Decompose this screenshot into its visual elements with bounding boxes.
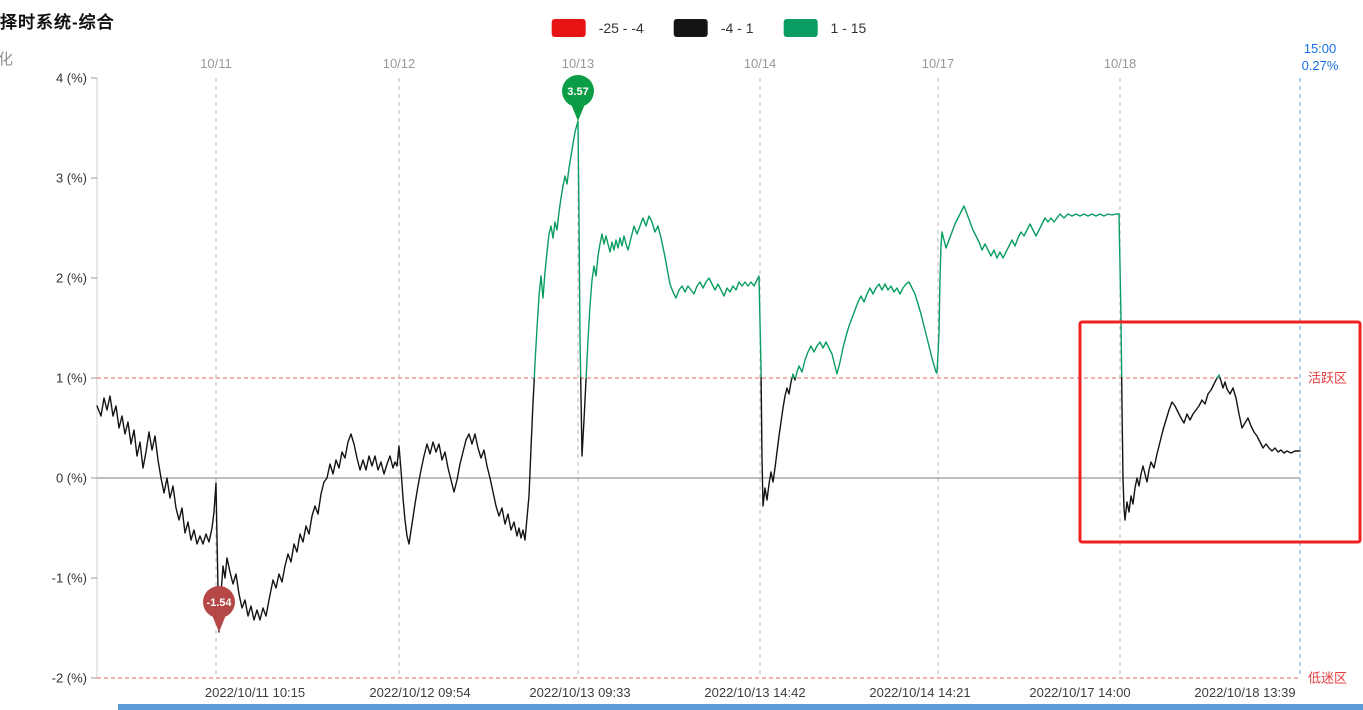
top-axis-label: 10/12 (383, 56, 416, 71)
series-line-segment (1121, 377, 1218, 521)
page-title: 择时系统-综合 (0, 13, 115, 32)
series-line-segment (96, 377, 535, 633)
bottom-axis-label: 2022/10/17 14:00 (1029, 685, 1130, 700)
zone-label: 活跃区 (1308, 371, 1347, 386)
bottom-axis-label: 2022/10/13 14:42 (704, 685, 805, 700)
y-axis-label: -2 (%) (52, 671, 87, 686)
top-axis-label: 10/18 (1104, 56, 1137, 71)
legend-label: -4 - 1 (720, 20, 754, 36)
latest-change: 0.27% (1301, 58, 1339, 73)
y-axis-label: 3 (%) (56, 171, 87, 186)
series-line-segment (533, 120, 582, 379)
max-marker-label: 3.57 (567, 86, 588, 98)
min-marker-pin: -1.54 (203, 586, 235, 632)
legend-item[interactable]: -4 - 1 (673, 19, 754, 37)
legend-swatch (551, 19, 586, 37)
highlight-box (1078, 320, 1362, 544)
top-axis-label: 10/17 (922, 56, 955, 71)
bottom-axis-label: 2022/10/14 14:21 (869, 685, 970, 700)
legend-swatch (673, 19, 708, 37)
y-axis-label: 2 (%) (56, 271, 87, 286)
y-axis-label: 0 (%) (56, 471, 87, 486)
legend-label: 1 - 15 (830, 20, 867, 36)
bottom-scrollbar[interactable] (118, 704, 1363, 710)
zone-label: 低迷区 (1308, 671, 1347, 686)
legend-item[interactable]: -25 - -4 (551, 19, 644, 37)
chart-legend: -25 - -4 -4 - 1 1 - 15 (551, 19, 867, 37)
bottom-axis-label: 2022/10/18 13:39 (1194, 685, 1295, 700)
y-axis-label: 1 (%) (56, 371, 87, 386)
series-line-segment (580, 377, 587, 457)
legend-item[interactable]: 1 - 15 (783, 19, 867, 37)
series-line-segment (1219, 377, 1301, 454)
latest-readout: 15:00 0.27% (1290, 40, 1350, 74)
bottom-axis-label: 2022/10/13 09:33 (529, 685, 630, 700)
min-marker-label: -1.54 (206, 597, 232, 609)
series-line-segment (1216, 374, 1221, 379)
series-line-segment (760, 377, 793, 507)
latest-time: 15:00 (1303, 41, 1337, 56)
y-axis-label: -1 (%) (52, 571, 87, 586)
series-line-segment (585, 215, 762, 379)
bottom-axis-label: 2022/10/11 10:15 (205, 685, 305, 700)
left-edge-partial-label: 化 (0, 51, 14, 68)
legend-swatch (783, 19, 818, 37)
legend-label: -25 - -4 (598, 20, 644, 36)
series-line-segment (791, 373, 795, 379)
max-marker-pin: 3.57 (562, 75, 594, 121)
top-axis-label: 10/11 (200, 56, 232, 71)
top-axis-label: 10/13 (562, 56, 595, 71)
top-axis-label: 10/14 (744, 56, 777, 71)
y-axis-label: 4 (%) (56, 71, 87, 86)
bottom-axis-label: 2022/10/12 09:54 (369, 685, 470, 700)
series-line-segment (794, 205, 1123, 379)
